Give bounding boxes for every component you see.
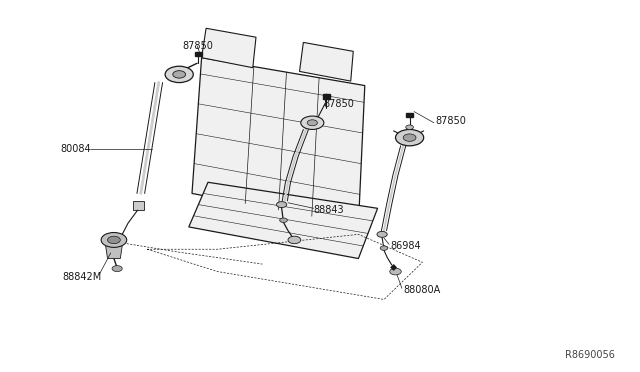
Circle shape	[396, 129, 424, 146]
Text: R8690056: R8690056	[564, 350, 614, 360]
Bar	[406, 113, 413, 117]
Text: 88843: 88843	[314, 205, 344, 215]
Circle shape	[390, 268, 401, 275]
Circle shape	[307, 120, 317, 126]
Polygon shape	[106, 246, 122, 259]
Text: 88080A: 88080A	[403, 285, 440, 295]
Circle shape	[112, 266, 122, 272]
Bar	[323, 94, 330, 99]
Bar	[195, 52, 202, 56]
Polygon shape	[189, 182, 378, 259]
Circle shape	[301, 116, 324, 129]
Text: 87850: 87850	[182, 41, 213, 51]
Polygon shape	[133, 201, 144, 210]
Circle shape	[101, 232, 127, 247]
Circle shape	[276, 202, 287, 208]
Circle shape	[403, 134, 416, 141]
Circle shape	[280, 218, 287, 222]
Circle shape	[406, 125, 413, 129]
Circle shape	[173, 71, 186, 78]
Circle shape	[108, 236, 120, 244]
Text: 80084: 80084	[61, 144, 92, 154]
Text: 87850: 87850	[435, 116, 466, 126]
Polygon shape	[391, 265, 396, 270]
Polygon shape	[202, 28, 256, 68]
Circle shape	[165, 66, 193, 83]
Polygon shape	[300, 42, 353, 81]
Text: 87850: 87850	[323, 99, 354, 109]
Circle shape	[380, 246, 388, 250]
Circle shape	[377, 231, 387, 237]
Text: 86984: 86984	[390, 241, 421, 251]
Circle shape	[288, 236, 301, 244]
Text: 88842M: 88842M	[63, 272, 102, 282]
Polygon shape	[192, 58, 365, 225]
